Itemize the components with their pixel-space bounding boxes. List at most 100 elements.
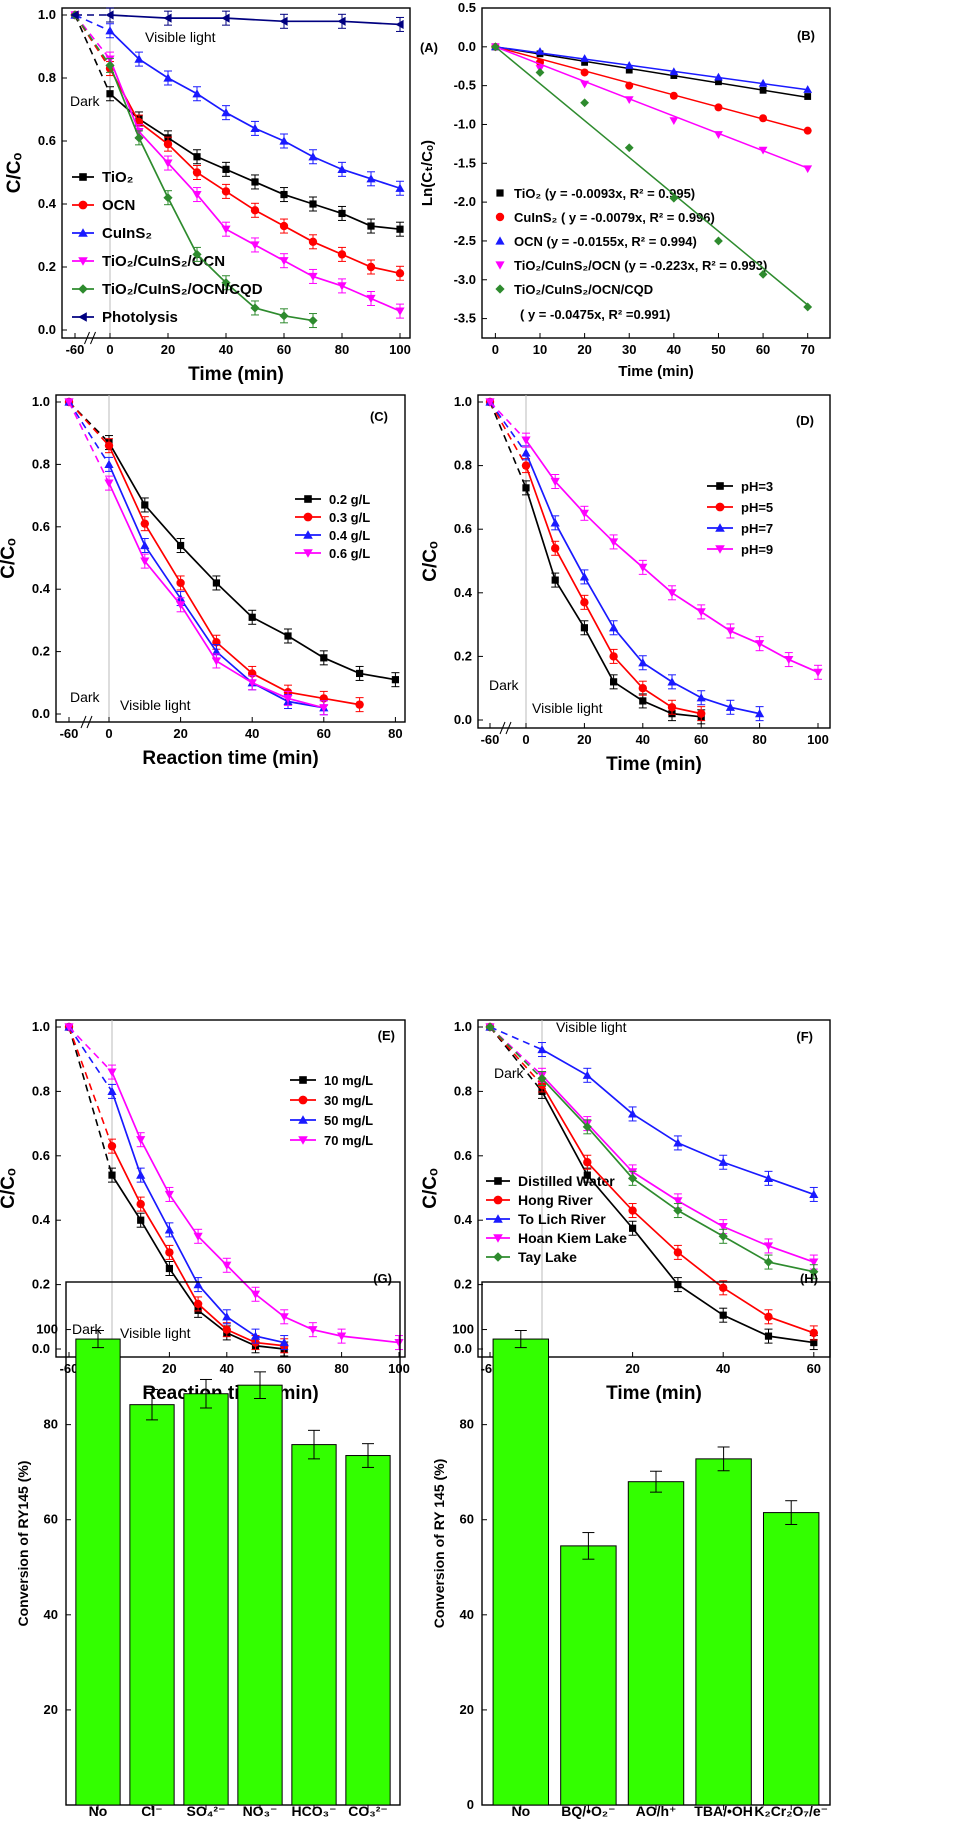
- series-3: 0.6 g/L: [64, 398, 370, 716]
- legend-label: Tay Lake: [518, 1249, 577, 1265]
- visible-light-annotation: Visible light: [532, 700, 603, 716]
- data-point: [669, 67, 679, 76]
- fit-line: [495, 46, 808, 91]
- data-point: [70, 10, 79, 20]
- data-point: [718, 1157, 728, 1166]
- data-point: [667, 703, 677, 712]
- dark-annotation: Dark: [489, 677, 520, 693]
- x-tick-label: 0: [522, 732, 529, 747]
- data-point: [366, 174, 376, 183]
- data-point: [250, 241, 260, 250]
- series-line: [108, 442, 396, 681]
- series-1: Hong River: [485, 1022, 818, 1341]
- series-dashed-segment: [489, 1026, 543, 1080]
- series-dashed-segment: [489, 401, 527, 441]
- y-tick-label: -2.0: [454, 194, 476, 209]
- data-point: [140, 540, 150, 550]
- legend-marker: [496, 189, 504, 197]
- legend-marker: [716, 482, 724, 490]
- data-point: [758, 78, 768, 87]
- panel-label: (E): [378, 1028, 395, 1043]
- data-point: [803, 85, 813, 93]
- x-tick-label: 80: [388, 726, 402, 741]
- x-tick-label: 0: [492, 342, 499, 357]
- data-point: [759, 114, 768, 123]
- x-axis-label: Time (min): [606, 754, 702, 775]
- data-point: [673, 1248, 683, 1257]
- visible-light-annotation: Visible light: [145, 29, 216, 45]
- axis-break-mark: [505, 721, 512, 735]
- legend-marker: [298, 1095, 308, 1105]
- legend-marker: [299, 1076, 307, 1084]
- plot-frame: [55, 1019, 406, 1358]
- data-point: [628, 1206, 637, 1215]
- data-point: [355, 700, 364, 709]
- series-line: [109, 14, 401, 26]
- category-label: NO₃⁻: [243, 1803, 278, 1819]
- legend-label: 0.6 g/L: [329, 546, 370, 561]
- legend-marker: [79, 173, 87, 181]
- data-point: [250, 1290, 261, 1299]
- data-point: [320, 654, 328, 662]
- y-tick-label: 100: [36, 1322, 58, 1337]
- series-dashed-segment: [74, 14, 111, 95]
- data-point: [725, 702, 735, 711]
- data-point: [137, 1216, 145, 1224]
- x-tick-label: 20: [577, 342, 591, 357]
- series-3: TiO₂/CuInS₂/OCN: [70, 11, 405, 319]
- panel-label: (F): [796, 1029, 813, 1044]
- legend-label: pH=9: [741, 542, 773, 557]
- x-tick-label: -60: [60, 1361, 79, 1376]
- y-tick-label: 40: [460, 1607, 474, 1622]
- legend-marker: [493, 1195, 503, 1205]
- series-dashed-segment: [489, 401, 527, 454]
- legend-marker: [303, 512, 313, 522]
- data-point: [551, 544, 560, 553]
- data-point: [337, 164, 347, 173]
- y-tick-label: 60: [44, 1512, 58, 1527]
- panel-label: (A): [420, 40, 438, 55]
- data-point: [714, 103, 723, 112]
- legend-label: TiO₂/CuInS₂/OCN/CQD: [102, 281, 263, 298]
- data-point: [714, 131, 723, 139]
- data-point: [308, 272, 318, 282]
- data-point: [624, 143, 634, 153]
- y-tick-label: 0.8: [454, 1083, 472, 1098]
- data-point: [609, 538, 619, 547]
- y-axis-label: C/Cₒ: [4, 153, 25, 194]
- data-point: [718, 1231, 728, 1241]
- data-point: [763, 1173, 774, 1182]
- series-1: CuInS₂ ( y = -0.0079x, R² = 0.996): [491, 42, 812, 225]
- x-tick-label: 40: [219, 342, 233, 357]
- data-point: [580, 598, 589, 607]
- series-line: [525, 452, 760, 715]
- data-point: [580, 68, 589, 77]
- data-point: [105, 26, 115, 35]
- data-point: [221, 225, 231, 234]
- data-point: [763, 1242, 774, 1251]
- x-tick-label: 10: [533, 342, 547, 357]
- x-tick-label: 20: [162, 1361, 176, 1376]
- data-point: [163, 159, 173, 168]
- data-point: [609, 623, 619, 632]
- y-tick-label: 0.8: [32, 1083, 50, 1098]
- data-point: [521, 448, 531, 457]
- y-tick-label: 0.0: [38, 322, 56, 337]
- data-point: [628, 1173, 638, 1183]
- series-dashed-segment: [74, 14, 111, 66]
- y-tick-label: 1.0: [38, 7, 56, 22]
- dark-annotation: Dark: [494, 1065, 525, 1081]
- legend-marker: [495, 236, 505, 245]
- data-point: [673, 1197, 683, 1206]
- data-point: [522, 484, 530, 492]
- series-3: Hoan Kiem Lake: [485, 1023, 819, 1270]
- data-point: [222, 1325, 231, 1334]
- data-point: [104, 479, 114, 488]
- series-4: Tay Lake: [485, 1022, 819, 1280]
- legend-label: pH=5: [741, 500, 773, 515]
- category-label: SO₄²⁻: [187, 1803, 226, 1819]
- visible-light-annotation: Visible light: [120, 697, 191, 713]
- data-point: [725, 627, 735, 636]
- series-dashed-segment: [68, 1026, 113, 1092]
- fit-line: [495, 46, 808, 99]
